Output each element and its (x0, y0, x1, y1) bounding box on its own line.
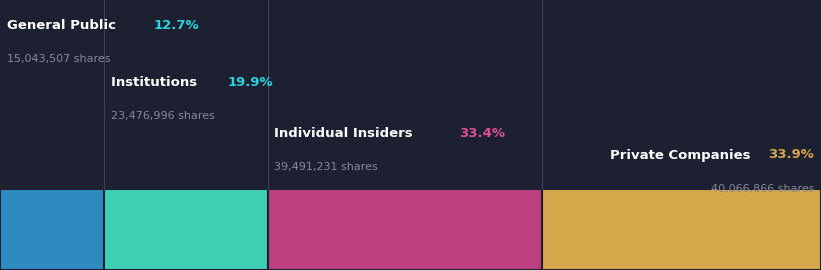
Text: Institutions: Institutions (111, 76, 202, 89)
Bar (543, 189, 821, 270)
Text: Private Companies: Private Companies (610, 148, 755, 161)
Text: 39,491,231 shares: 39,491,231 shares (274, 162, 378, 172)
Bar (268, 189, 543, 270)
Text: General Public: General Public (7, 19, 120, 32)
Text: 33.9%: 33.9% (768, 148, 814, 161)
Text: 15,043,507 shares: 15,043,507 shares (7, 54, 110, 64)
Text: 33.4%: 33.4% (459, 127, 505, 140)
Text: Individual Insiders: Individual Insiders (274, 127, 418, 140)
Text: 40,066,866 shares: 40,066,866 shares (711, 184, 814, 194)
Text: 19.9%: 19.9% (228, 76, 273, 89)
Text: 23,476,996 shares: 23,476,996 shares (111, 111, 215, 121)
Text: 12.7%: 12.7% (154, 19, 199, 32)
Bar (0, 189, 104, 270)
Bar (104, 189, 268, 270)
